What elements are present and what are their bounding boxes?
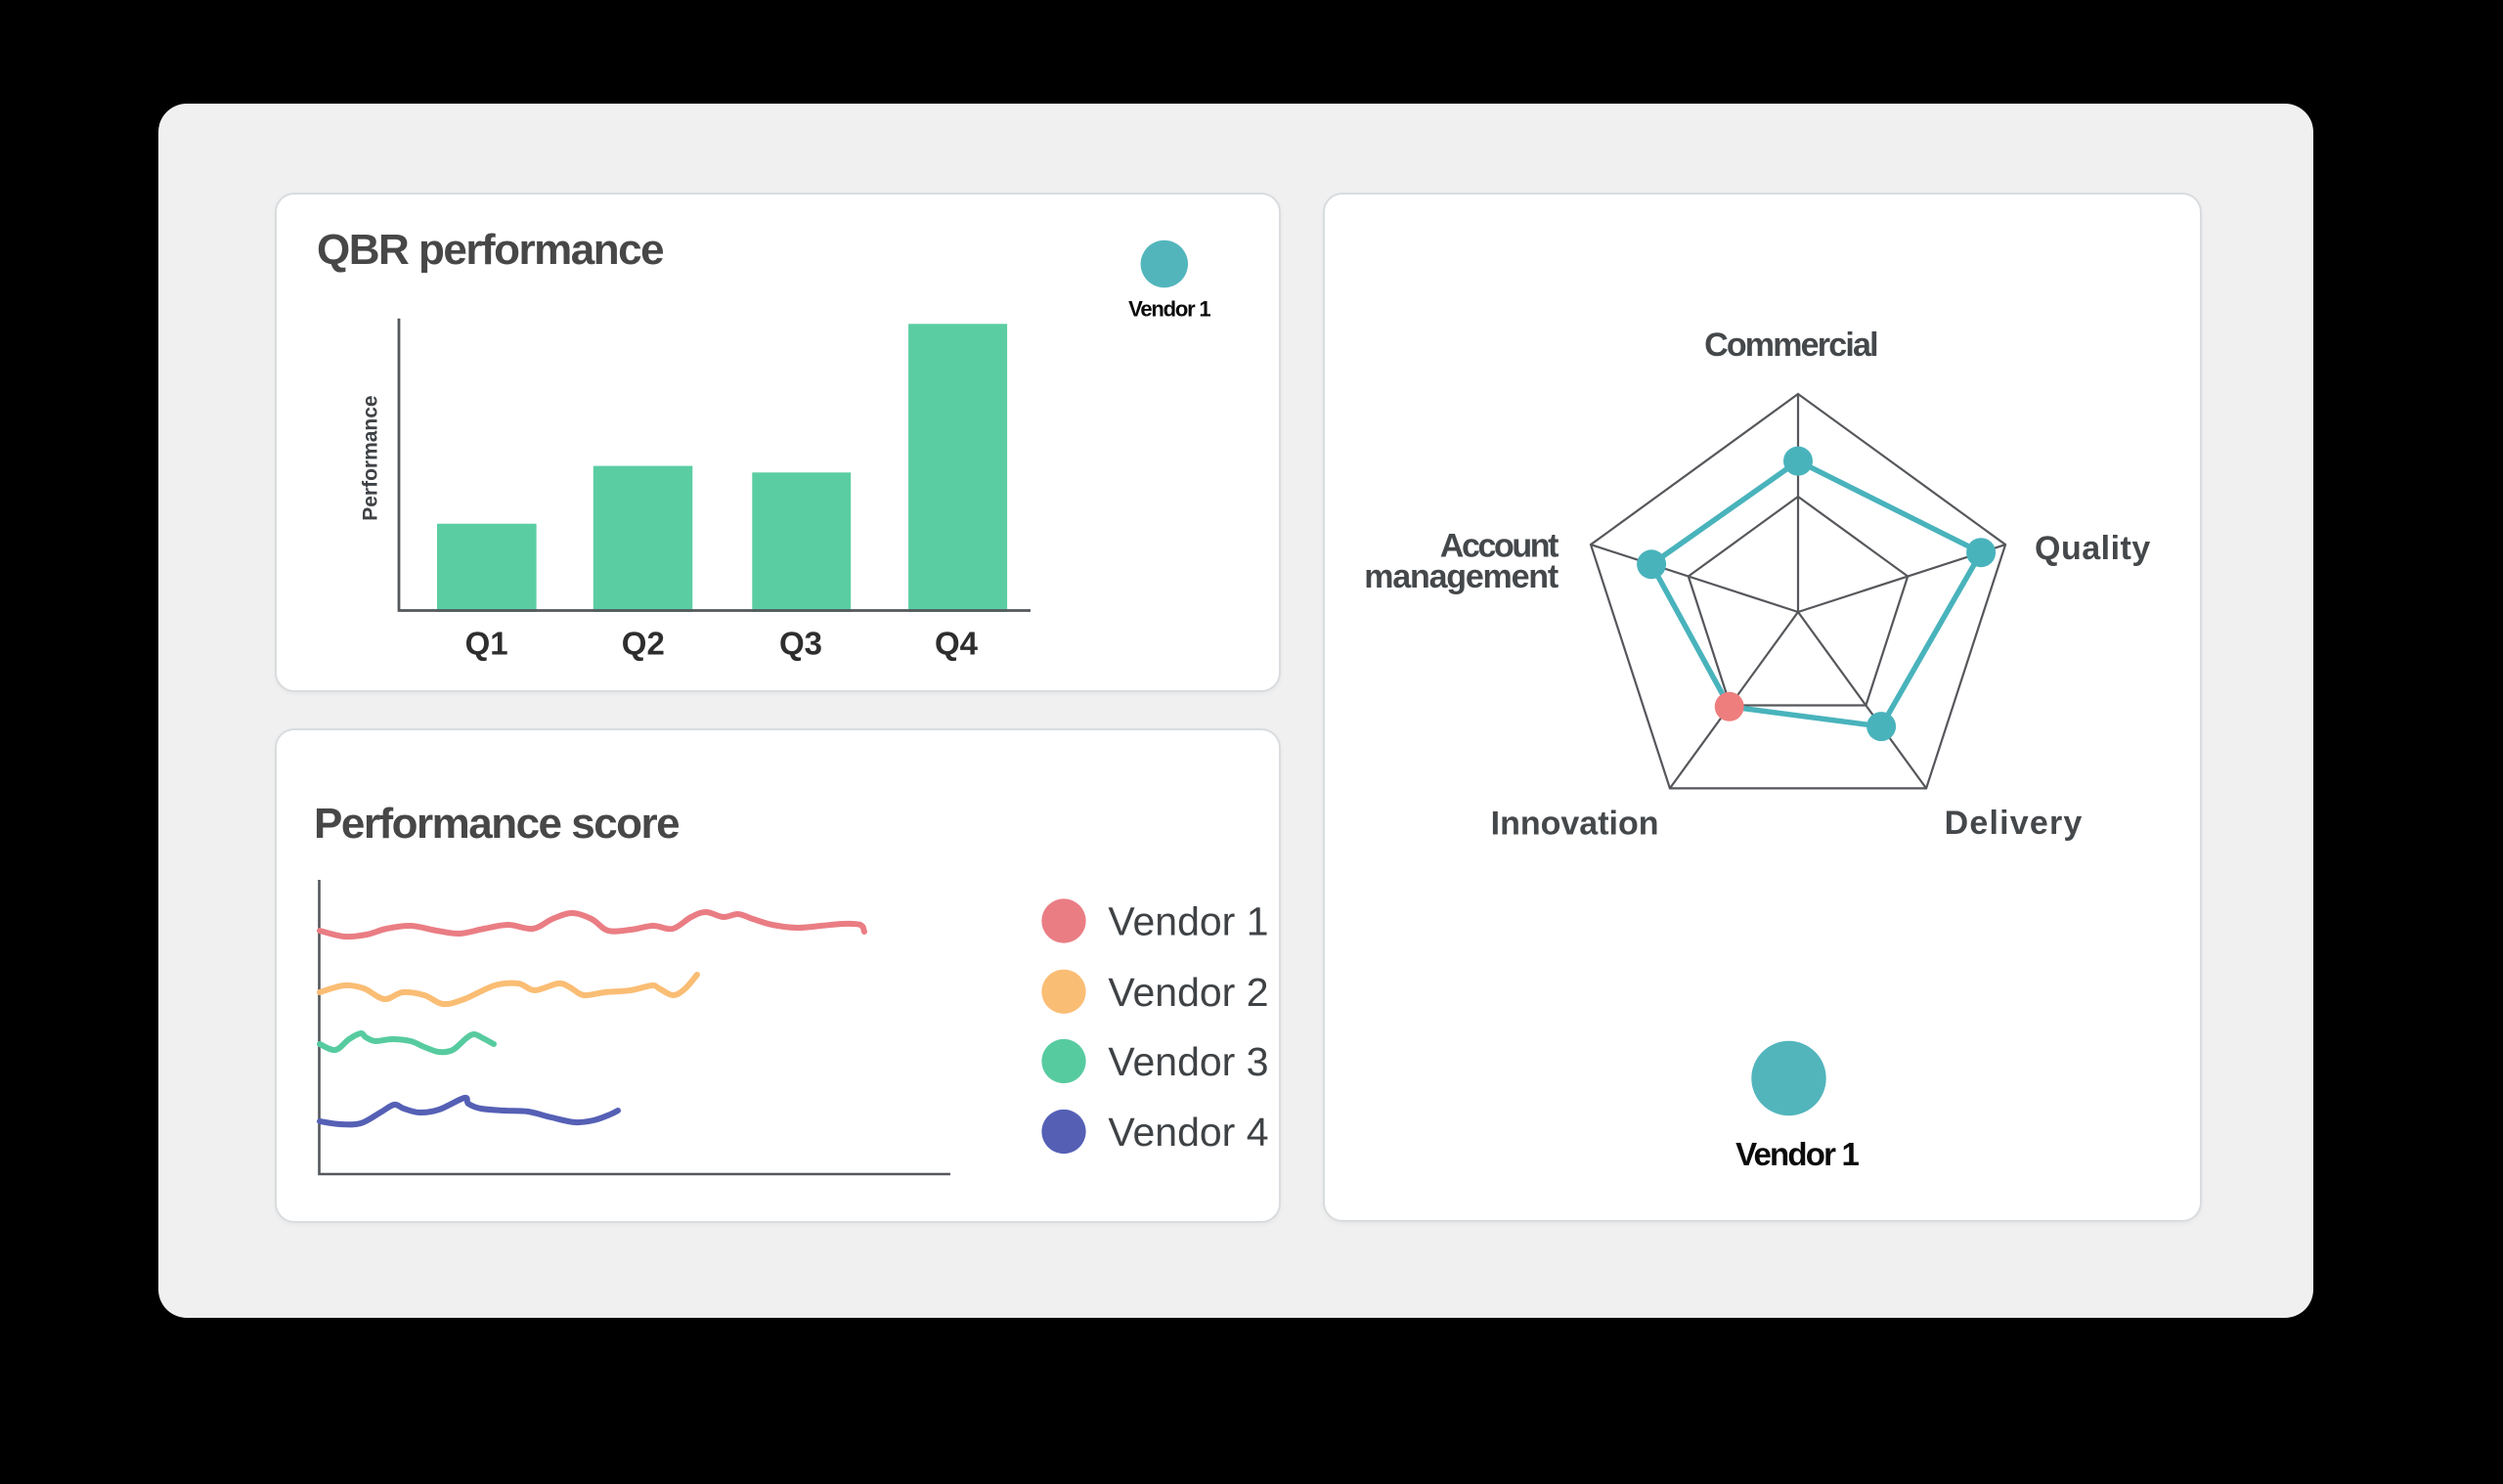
svg-text:Vendor 1: Vendor 1 <box>1735 1136 1859 1172</box>
svg-text:Vendor 1: Vendor 1 <box>1108 899 1268 944</box>
svg-text:Vendor 4: Vendor 4 <box>1108 1110 1268 1155</box>
svg-text:Performance: Performance <box>359 395 381 520</box>
svg-text:Account: Account <box>1440 527 1559 564</box>
svg-text:Commercial: Commercial <box>1704 327 1877 364</box>
svg-text:Delivery: Delivery <box>1945 805 2084 842</box>
svg-text:Q1: Q1 <box>465 626 508 662</box>
svg-text:Innovation: Innovation <box>1491 806 1659 843</box>
svg-text:Q2: Q2 <box>622 626 665 662</box>
svg-text:Vendor 3: Vendor 3 <box>1108 1039 1268 1084</box>
svg-text:Vendor 1: Vendor 1 <box>1128 297 1210 322</box>
svg-text:Q4: Q4 <box>935 626 979 662</box>
svg-text:Quality: Quality <box>2035 530 2151 567</box>
svg-text:management: management <box>1364 558 1559 595</box>
svg-text:Vendor 2: Vendor 2 <box>1108 970 1268 1015</box>
svg-text:Q3: Q3 <box>779 626 822 662</box>
